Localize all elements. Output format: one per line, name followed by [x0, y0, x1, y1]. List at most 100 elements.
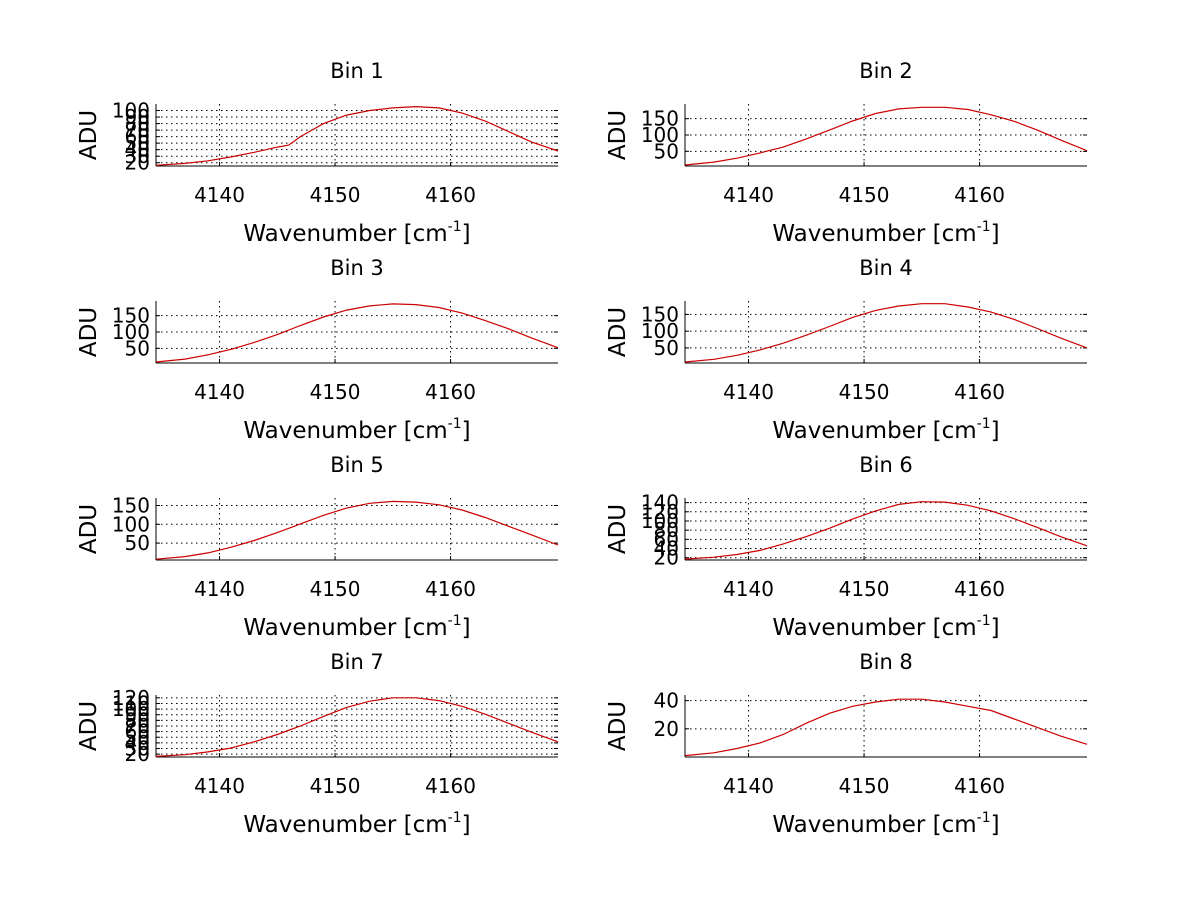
- series-line: [155, 500, 559, 560]
- x-tick-label: 4140: [723, 380, 774, 404]
- series-line: [684, 106, 1088, 166]
- y-axis-label: ADU: [76, 701, 102, 751]
- x-axis-label: Wavenumber [cm-1]: [243, 416, 470, 444]
- panel-title: Bin 4: [859, 256, 913, 280]
- y-tick-label: 30: [125, 144, 150, 168]
- y-tick-label: 40: [654, 689, 679, 713]
- series-line: [155, 697, 559, 757]
- y-tick-label: 120: [641, 500, 679, 524]
- x-axis-label: Wavenumber [cm-1]: [243, 613, 470, 641]
- y-tick-label: 30: [125, 737, 150, 761]
- y-tick-label: 60: [125, 125, 150, 149]
- series-line: [155, 303, 559, 363]
- y-tick-label: 20: [125, 151, 150, 175]
- y-tick-label: 140: [641, 491, 679, 515]
- y-tick-label: 50: [125, 531, 150, 555]
- y-tick-label: 80: [125, 112, 150, 136]
- y-tick-label: 90: [125, 105, 150, 129]
- y-tick-label: 50: [125, 336, 150, 360]
- x-axis-label: Wavenumber [cm-1]: [772, 219, 999, 247]
- x-tick-label: 4160: [425, 577, 476, 601]
- y-tick-label: 40: [125, 138, 150, 162]
- y-axis-label: ADU: [605, 307, 631, 357]
- x-tick-label: 4140: [194, 774, 245, 798]
- x-tick-label: 4150: [310, 183, 361, 207]
- y-axis-label: ADU: [76, 110, 102, 160]
- panel-title: Bin 6: [859, 453, 913, 477]
- y-tick-label: 40: [654, 537, 679, 561]
- y-tick-label: 90: [125, 703, 150, 727]
- x-tick-label: 4150: [310, 774, 361, 798]
- panel-title: Bin 5: [330, 453, 384, 477]
- y-tick-label: 60: [125, 720, 150, 744]
- y-axis-label: ADU: [76, 504, 102, 554]
- series-line: [155, 105, 559, 166]
- y-tick-label: 110: [112, 691, 150, 715]
- y-tick-label: 20: [654, 546, 679, 570]
- x-axis-label: Wavenumber [cm-1]: [772, 613, 999, 641]
- y-tick-label: 100: [641, 123, 679, 147]
- series-line: [684, 303, 1088, 363]
- y-axis-label: ADU: [605, 701, 631, 751]
- y-tick-label: 20: [654, 717, 679, 741]
- y-tick-label: 100: [112, 99, 150, 123]
- y-tick-label: 50: [125, 131, 150, 155]
- x-axis-label: Wavenumber [cm-1]: [243, 219, 470, 247]
- y-tick-label: 150: [641, 302, 679, 326]
- y-tick-label: 80: [654, 518, 679, 542]
- x-tick-label: 4150: [310, 577, 361, 601]
- x-tick-label: 4140: [194, 183, 245, 207]
- x-tick-label: 4160: [954, 577, 1005, 601]
- panel-title: Bin 1: [330, 59, 384, 83]
- x-tick-label: 4150: [839, 183, 890, 207]
- series-line: [684, 501, 1088, 560]
- y-tick-label: 40: [125, 731, 150, 755]
- x-tick-label: 4150: [839, 774, 890, 798]
- x-tick-label: 4150: [839, 380, 890, 404]
- x-tick-label: 4160: [425, 380, 476, 404]
- panel-bin-8: Bin 8 20 40 4140 4150 4160 Wavenumber [cm-1] AD…: [605, 650, 1088, 838]
- panel-title: Bin 3: [330, 256, 384, 280]
- x-tick-label: 4150: [310, 380, 361, 404]
- panel-title: Bin 7: [330, 650, 384, 674]
- x-tick-label: 4160: [954, 183, 1005, 207]
- x-tick-label: 4140: [723, 183, 774, 207]
- y-tick-label: 150: [112, 304, 150, 328]
- y-tick-label: 100: [112, 697, 150, 721]
- x-axis-label: Wavenumber [cm-1]: [772, 810, 999, 838]
- x-tick-label: 4160: [954, 380, 1005, 404]
- panel-title: Bin 8: [859, 650, 913, 674]
- panel-title: Bin 2: [859, 59, 913, 83]
- y-tick-label: 120: [112, 686, 150, 710]
- y-tick-label: 100: [112, 512, 150, 536]
- x-tick-label: 4160: [425, 183, 476, 207]
- y-tick-label: 100: [112, 320, 150, 344]
- x-tick-label: 4160: [425, 774, 476, 798]
- y-axis-label: ADU: [605, 504, 631, 554]
- y-tick-label: 50: [654, 139, 679, 163]
- y-tick-label: 70: [125, 714, 150, 738]
- y-tick-label: 50: [125, 725, 150, 749]
- y-tick-label: 50: [654, 336, 679, 360]
- y-tick-label: 60: [654, 527, 679, 551]
- x-tick-label: 4140: [194, 577, 245, 601]
- y-tick-label: 150: [112, 494, 150, 518]
- series-line: [684, 698, 1088, 757]
- x-tick-label: 4140: [194, 380, 245, 404]
- y-tick-label: 70: [125, 118, 150, 142]
- x-tick-label: 4140: [723, 577, 774, 601]
- y-tick-label: 80: [125, 708, 150, 732]
- y-tick-label: 100: [641, 509, 679, 533]
- y-tick-label: 20: [125, 742, 150, 766]
- y-axis-label: ADU: [605, 110, 631, 160]
- x-axis-label: Wavenumber [cm-1]: [772, 416, 999, 444]
- y-tick-label: 150: [641, 107, 679, 131]
- x-tick-label: 4150: [839, 577, 890, 601]
